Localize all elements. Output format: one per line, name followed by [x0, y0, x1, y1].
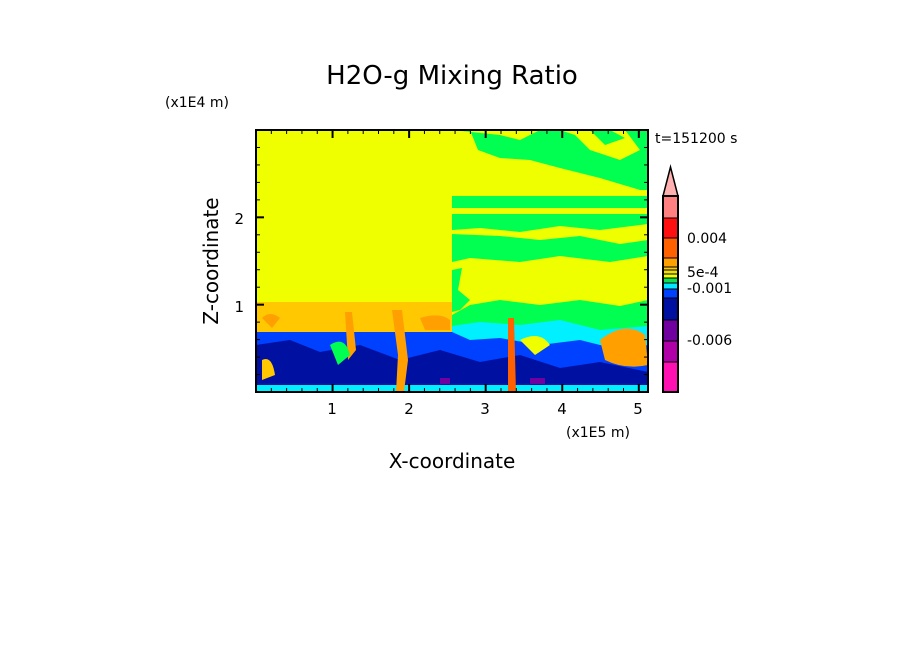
- blob-purple: [530, 378, 545, 384]
- colorbar-band: [662, 282, 679, 290]
- colorbar-label: 5e-4: [687, 265, 719, 281]
- colorbar-band: [662, 237, 679, 259]
- colorbar-label: -0.006: [687, 333, 732, 349]
- region-orange: [420, 315, 450, 330]
- time-label: t=151200 s: [655, 131, 737, 147]
- chart-title: H2O-g Mixing Ratio: [326, 61, 578, 91]
- region-orange: [262, 314, 280, 328]
- colorbar-band: [662, 297, 679, 321]
- blob-purple: [440, 378, 450, 384]
- colorbar-band: [662, 195, 679, 219]
- region-green: [590, 130, 625, 145]
- contour-field: [256, 130, 648, 392]
- x-tick-label: 1: [327, 400, 337, 418]
- region-green: [452, 214, 648, 232]
- colorbar-band: [662, 288, 679, 299]
- colorbar-band: [662, 217, 679, 239]
- blob-orange: [600, 328, 648, 367]
- y-axis-label: Z-coordinate: [199, 197, 223, 324]
- blob-yellow: [520, 336, 550, 355]
- plume-orange: [392, 310, 408, 392]
- region-green: [452, 234, 648, 262]
- y-tick-label: 2: [234, 210, 244, 228]
- colorbar-band: [662, 273, 679, 279]
- blob-light-orange: [262, 359, 275, 380]
- x-axis-label: X-coordinate: [389, 449, 516, 473]
- colorbar-extend-arrow: [662, 164, 679, 197]
- plot-frame: [255, 129, 649, 393]
- colorbar-frame: [662, 195, 679, 393]
- region-green: [452, 300, 648, 330]
- x-tick-label: 5: [633, 400, 643, 418]
- region-cyan: [256, 385, 648, 392]
- colorbar-band: [662, 257, 679, 268]
- region-green: [452, 268, 470, 312]
- colorbar-band: [662, 361, 679, 393]
- colorbar: [662, 164, 679, 393]
- plume-orange: [345, 312, 356, 360]
- axis-ticks: [255, 129, 648, 392]
- x-tick-label: 2: [404, 400, 414, 418]
- blob-green: [330, 341, 350, 365]
- y-unit-label: (x1E4 m): [165, 95, 229, 111]
- colorbar-band: [662, 319, 679, 342]
- x-unit-label: (x1E5 m): [566, 425, 630, 441]
- colorbar-label: 0.004: [687, 231, 727, 247]
- region-dark-blue: [256, 340, 648, 392]
- region-green: [452, 130, 648, 190]
- region-light-orange: [256, 302, 452, 332]
- colorbar-band: [662, 269, 679, 275]
- colorbar-band: [662, 340, 679, 363]
- x-tick-label: 3: [480, 400, 490, 418]
- y-tick-label: 1: [234, 298, 244, 316]
- plume-orange: [508, 318, 516, 392]
- x-tick-label: 4: [557, 400, 567, 418]
- colorbar-label: -0.001: [687, 281, 732, 297]
- region-green: [452, 196, 648, 208]
- colorbar-band: [662, 277, 679, 284]
